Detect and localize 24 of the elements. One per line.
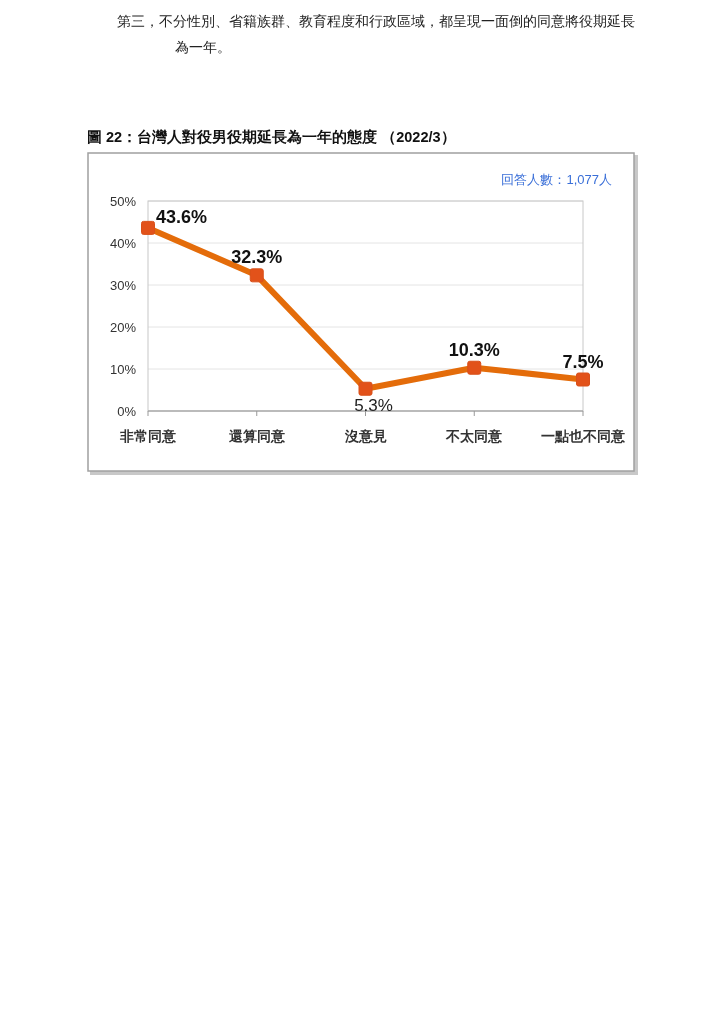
data-label: 10.3%: [448, 339, 500, 360]
x-tick-label: 還算同意: [227, 428, 286, 444]
data-label: 5.3%: [354, 395, 393, 415]
x-tick-label: 不太同意: [445, 428, 504, 444]
text: 回答人數：1,077人: [501, 172, 612, 187]
data-label: 43.6%: [156, 206, 208, 227]
y-tick-label: 10%: [109, 362, 137, 377]
y-tick-label: 0%: [117, 404, 137, 419]
x-tick-label: 沒意見: [343, 428, 387, 444]
chart-title: 圖 22：台灣人對役男役期延長為一年的態度 （2022/3）: [87, 128, 456, 147]
x-tick-label: 非常同意: [119, 428, 177, 444]
point: [249, 268, 264, 283]
data-label: 7.5%: [562, 351, 604, 372]
point: [576, 372, 590, 387]
point: [467, 360, 482, 375]
point: [141, 220, 155, 235]
y-tick-label: 30%: [109, 278, 137, 293]
point: [358, 381, 373, 396]
y-tick-label: 50%: [109, 194, 137, 209]
y-tick-label: 20%: [109, 320, 137, 335]
text: 第三，不分性別、省籍族群、教育程度和行政區域，都呈現一面倒的同意將役期延長為一年。: [117, 12, 636, 57]
data-label: 32.3%: [231, 247, 283, 268]
x-tick-label: 一點也不同意: [541, 428, 626, 444]
y-tick-label: 40%: [109, 236, 137, 251]
